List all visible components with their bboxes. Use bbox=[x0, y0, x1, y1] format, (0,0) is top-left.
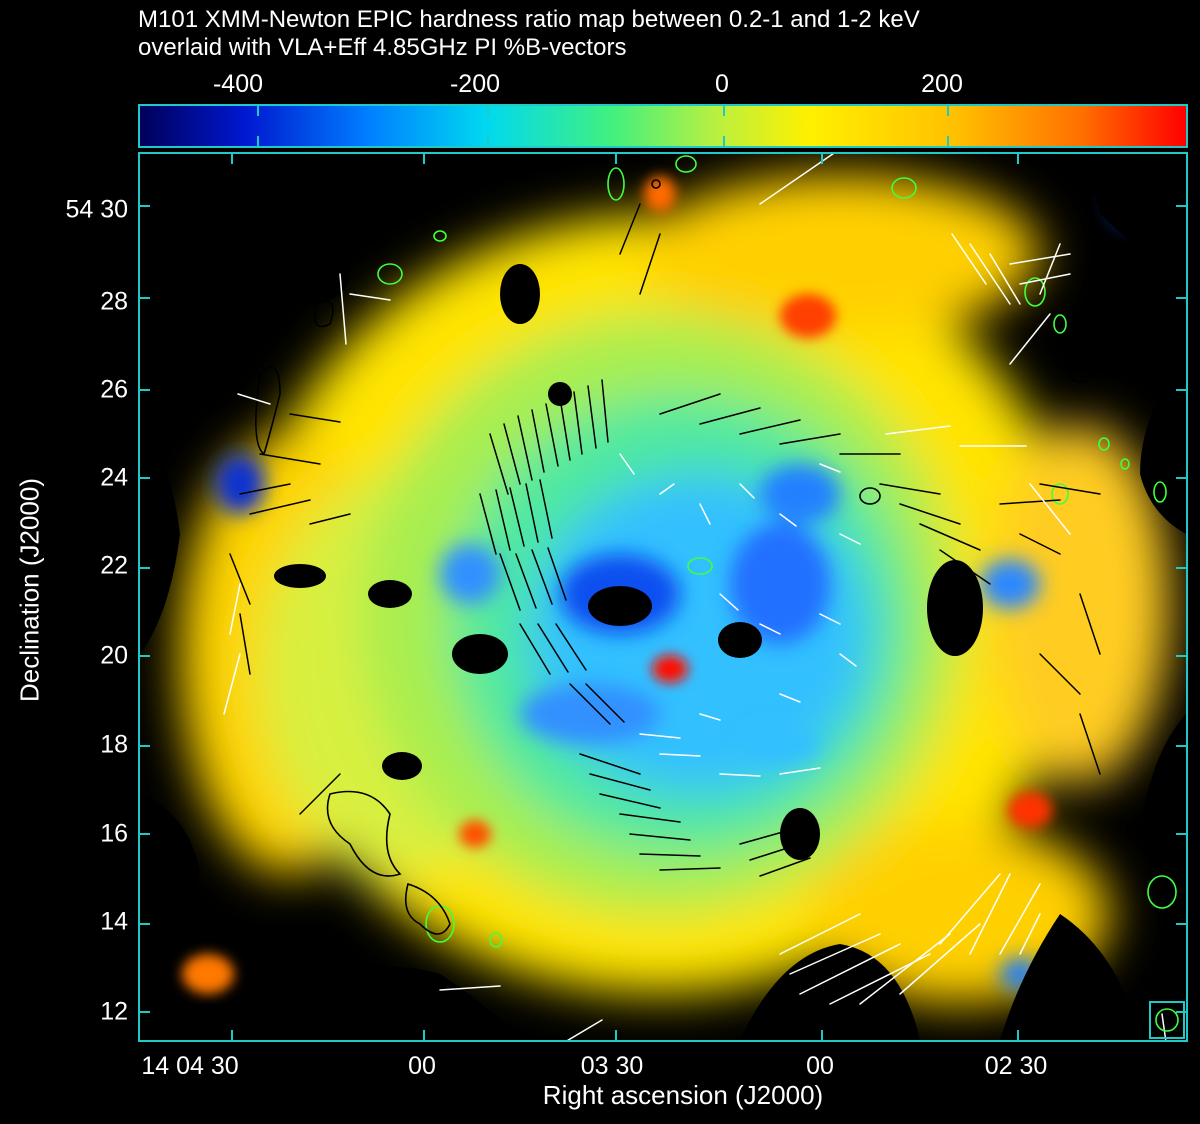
dec-tick-label: 18 bbox=[100, 730, 128, 759]
colorbar-tick-label: -200 bbox=[449, 70, 501, 98]
colorbar bbox=[138, 104, 1188, 148]
ra-tick-label: 14 04 30 bbox=[141, 1052, 239, 1080]
dec-tick-label: 28 bbox=[100, 287, 128, 316]
ra-tick-label: 02 30 bbox=[984, 1052, 1048, 1080]
dec-tick-label: 12 bbox=[100, 997, 128, 1026]
dec-tick-label: 26 bbox=[100, 375, 128, 404]
colorbar-tick-label: 0 bbox=[715, 70, 729, 98]
colorbar-ticks bbox=[257, 106, 949, 146]
figure-title-line1: M101 XMM-Newton EPIC hardness ratio map … bbox=[138, 6, 920, 33]
y-axis-title: Declination (J2000) bbox=[14, 477, 45, 703]
b-vectors-light bbox=[223, 154, 1167, 1040]
masked-regions bbox=[140, 154, 1186, 1040]
dec-tick-label: 16 bbox=[100, 819, 128, 848]
dec-tick-label: 24 bbox=[100, 463, 128, 492]
dec-tick-label: 54 30 bbox=[65, 195, 128, 224]
hard-spots bbox=[182, 176, 1052, 994]
dec-tick-label: 14 bbox=[100, 907, 128, 936]
x-axis-title: Right ascension (J2000) bbox=[542, 1080, 824, 1110]
b-vectors-dark bbox=[229, 203, 1101, 877]
axis-ticks bbox=[140, 154, 1186, 1040]
ra-tick-label: 00 bbox=[408, 1052, 436, 1080]
colorbar-gradient bbox=[140, 106, 1186, 146]
colorbar-tick-label: -400 bbox=[212, 70, 264, 98]
dec-tick-label: 20 bbox=[100, 641, 128, 670]
radio-contours bbox=[377, 155, 1177, 948]
ra-tick-label: 03 30 bbox=[580, 1052, 644, 1080]
ra-tick-label: 00 bbox=[806, 1052, 834, 1080]
figure-title-line2: overlaid with VLA+Eff 4.85GHz PI %B-vect… bbox=[138, 34, 627, 61]
optical-contours bbox=[255, 179, 1091, 935]
colorbar-tick-label: 200 bbox=[921, 70, 963, 98]
dec-tick-label: 22 bbox=[100, 551, 128, 580]
hardness-ratio-map bbox=[138, 152, 1188, 1042]
beam-marker bbox=[1149, 1001, 1185, 1039]
